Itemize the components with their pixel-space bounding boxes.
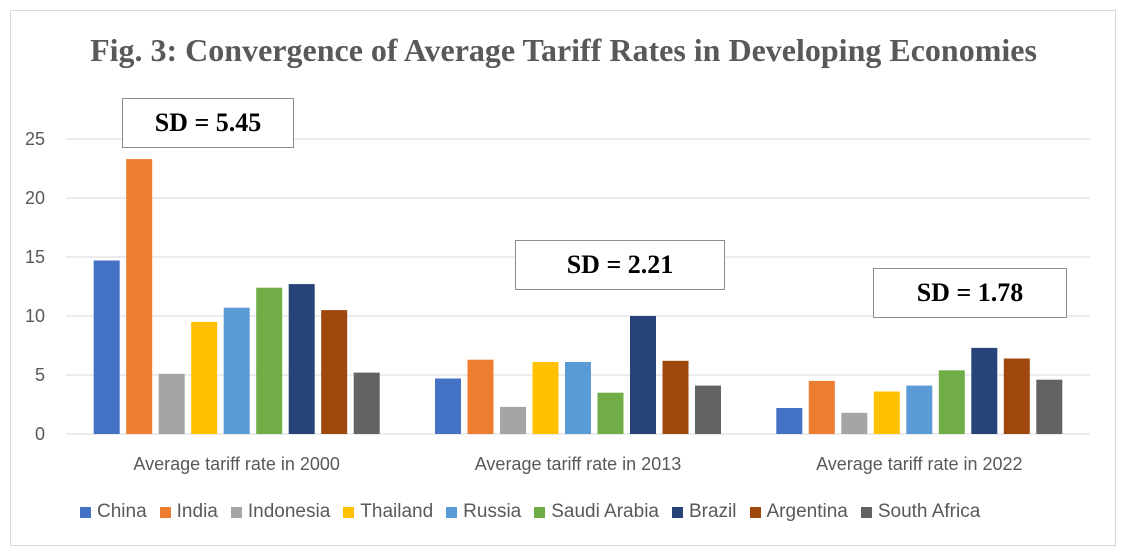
legend-label: Russia: [463, 501, 522, 522]
bar-saudi-arabia-1: [256, 287, 283, 434]
legend-item-russia: Russia: [446, 501, 521, 523]
legend-item-argentina: Argentina: [749, 501, 848, 523]
bar-south-africa-2: [695, 385, 721, 434]
bar-china-1: [93, 260, 120, 434]
y-tick-label: 25: [25, 129, 45, 149]
bar-indonesia-1: [158, 373, 185, 434]
bar-china-2: [435, 378, 461, 434]
bar-argentina-2: [662, 360, 689, 434]
x-category-label: Average tariff rate in 2022: [816, 454, 1022, 474]
legend-swatch: [230, 506, 242, 518]
sd-annotation-2022: SD = 1.78: [873, 268, 1067, 318]
legend-item-saudi-arabia: Saudi Arabia: [534, 501, 659, 523]
bars: [93, 159, 1063, 434]
y-tick-label: 5: [35, 365, 45, 385]
bar-south-africa-1: [353, 372, 380, 434]
bar-brazil-2: [630, 316, 656, 434]
chart-title: Fig. 3: Convergence of Average Tariff Ra…: [90, 32, 1037, 68]
y-tick-label: 15: [25, 247, 45, 267]
legend-label: Thailand: [360, 501, 434, 522]
bar-russia-3: [906, 385, 933, 434]
x-category-label: Average tariff rate in 2013: [475, 454, 681, 474]
legend-swatch: [671, 506, 683, 518]
bar-brazil-1: [288, 284, 315, 434]
legend-item-china: China: [80, 501, 147, 523]
legend-swatch: [343, 506, 355, 518]
legend-swatch: [446, 506, 458, 518]
legend-label: China: [97, 501, 147, 522]
bar-thailand-3: [873, 391, 900, 434]
legend-item-indonesia: Indonesia: [230, 501, 331, 523]
legend-swatch: [159, 506, 171, 518]
legend-item-thailand: Thailand: [343, 501, 433, 523]
legend-label: Saudi Arabia: [551, 501, 659, 522]
legend-swatch: [534, 506, 546, 518]
bar-brazil-3: [971, 347, 998, 434]
bar-china-3: [776, 408, 803, 434]
legend-item-india: India: [159, 501, 218, 523]
bar-indonesia-3: [841, 412, 868, 434]
y-axis-ticks: 0 5 10 15 20 25: [25, 129, 45, 444]
legend-item-brazil: Brazil: [671, 501, 737, 523]
legend-swatch: [749, 506, 761, 518]
bar-south-africa-3: [1036, 379, 1063, 434]
legend-label: Indonesia: [247, 501, 331, 522]
legend-swatch: [80, 506, 91, 518]
bar-russia-2: [565, 362, 591, 434]
bar-argentina-3: [1003, 358, 1030, 434]
bar-saudi-arabia-2: [597, 392, 624, 434]
bar-thailand-1: [191, 321, 218, 434]
sd-annotation-2000: SD = 5.45: [122, 98, 294, 148]
legend-item-south-africa: South Africa: [860, 501, 981, 523]
bar-india-2: [467, 359, 494, 434]
category-labels: Average tariff rate in 2000 Average tarif…: [133, 454, 1022, 474]
legend-label: Argentina: [766, 501, 848, 522]
y-tick-label: 20: [25, 188, 45, 208]
x-category-label: Average tariff rate in 2000: [133, 454, 339, 474]
bar-india-3: [808, 380, 835, 434]
y-tick-label: 0: [35, 424, 45, 444]
legend-swatch: [860, 506, 872, 518]
bar-indonesia-2: [500, 406, 526, 434]
y-tick-label: 10: [25, 306, 45, 326]
bar-india-1: [126, 159, 153, 434]
bar-russia-1: [223, 307, 250, 434]
chart-legend: China India Indonesia Thailand Russia Saudi A…: [80, 500, 1070, 524]
sd-annotation-2013: SD = 2.21: [515, 240, 725, 290]
bar-argentina-1: [321, 310, 348, 434]
bar-saudi-arabia-3: [938, 370, 965, 434]
legend-label: India: [176, 501, 218, 522]
bar-thailand-2: [532, 362, 559, 434]
legend-label: South Africa: [877, 501, 981, 522]
legend-label: Brazil: [688, 501, 737, 522]
